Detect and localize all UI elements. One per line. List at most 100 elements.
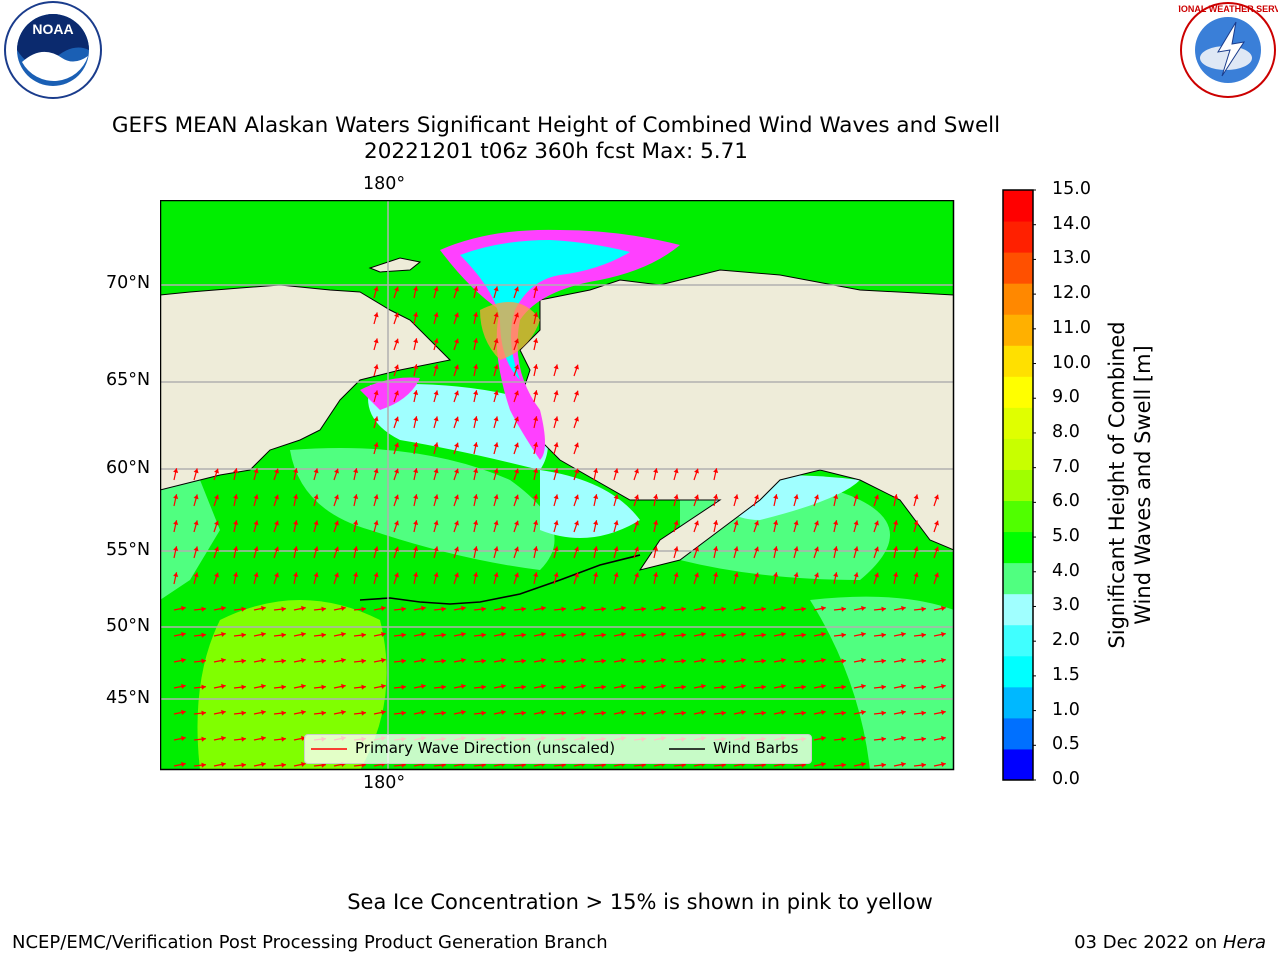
wave-arrow-head	[241, 658, 246, 664]
wave-arrow-head	[353, 468, 359, 474]
wave-arrow-head	[761, 606, 766, 612]
wave-arrow-head	[861, 631, 866, 637]
colorbar-tick-label: 5.0	[1052, 526, 1080, 547]
wave-arrow-head	[561, 684, 566, 690]
wave-arrow-head	[454, 494, 459, 500]
wave-arrow-head	[454, 312, 459, 318]
wave-arrow-head	[433, 312, 439, 318]
wave-arrow-head	[173, 520, 179, 526]
wave-arrow-head	[694, 520, 699, 526]
wave-arrow-head	[681, 710, 686, 716]
wave-arrow-head	[694, 494, 699, 500]
wave-arrow-head	[661, 631, 666, 637]
wave-arrow-head	[473, 364, 479, 370]
wave-arrow-head	[874, 494, 879, 500]
wave-arrow-head	[341, 709, 346, 715]
wave-arrow-head	[413, 286, 419, 292]
wave-arrow-head	[461, 683, 466, 689]
wave-arrow-head	[193, 494, 199, 500]
wave-arrow-head	[501, 709, 506, 715]
wave-arrow-head	[181, 657, 186, 663]
wave-arrow-head	[673, 468, 679, 474]
wave-arrow-head	[261, 683, 266, 689]
wave-arrow-head	[441, 710, 446, 716]
wave-arrow-head	[641, 632, 646, 638]
colorbar-swatch	[1003, 717, 1033, 750]
wave-arrow-head	[581, 709, 586, 715]
wave-arrow-head	[721, 710, 726, 716]
wave-arrow-head	[621, 709, 626, 715]
wave-arrow-head	[241, 710, 246, 716]
legend-wave-label: Primary Wave Direction (unscaled)	[355, 739, 616, 757]
wave-arrow-head	[353, 546, 359, 552]
colorbar-swatch	[1003, 252, 1033, 284]
wave-arrow-head	[934, 494, 939, 500]
footer-host: Hera	[1222, 932, 1266, 953]
wave-arrow-head	[553, 572, 559, 578]
wave-arrow-head	[761, 658, 766, 664]
wave-arrow-head	[793, 494, 799, 500]
colorbar-tick-label: 10.0	[1052, 352, 1091, 373]
wave-arrow-head	[901, 709, 906, 715]
wave-arrow-head	[541, 709, 546, 715]
wave-arrow-head	[394, 546, 399, 552]
wave-arrow-head	[281, 632, 286, 638]
wave-arrow-head	[293, 468, 299, 474]
wave-arrow-head	[334, 520, 339, 526]
wave-arrow-head	[541, 605, 546, 611]
wave-arrow-head	[201, 710, 206, 716]
wave-arrow-head	[493, 520, 499, 526]
wave-arrow-head	[394, 442, 399, 448]
wave-arrow-head	[934, 572, 939, 578]
wave-arrow-head	[473, 312, 479, 318]
wave-arrow-head	[221, 631, 226, 637]
wave-arrow-head	[821, 631, 826, 637]
wave-arrow-head	[601, 606, 606, 612]
wave-arrow-head	[413, 442, 419, 448]
wave-arrow-head	[261, 657, 266, 663]
wave-arrow-head	[893, 520, 899, 526]
wave-arrow-head	[421, 709, 426, 715]
wave-arrow-head	[541, 683, 546, 689]
wave-arrow-head	[821, 605, 826, 611]
lat-label-55n: 55°N	[106, 540, 151, 560]
land-wrangel-island	[368, 257, 422, 273]
wave-arrow-head	[853, 572, 859, 578]
wave-arrow-head	[861, 683, 866, 689]
nws-text: NATIONAL WEATHER SERVICE	[1178, 4, 1278, 14]
wave-arrow-head	[341, 683, 346, 689]
wave-arrow-head	[514, 494, 519, 500]
wave-arrow-head	[733, 572, 739, 578]
wave-arrow-head	[681, 632, 686, 638]
wave-arrow-head	[241, 762, 246, 768]
wave-arrow-head	[433, 468, 439, 474]
wave-arrow-head	[473, 286, 479, 292]
wave-arrow-head	[553, 494, 559, 500]
wave-arrow-head	[814, 546, 819, 552]
wave-arrow-head	[201, 762, 206, 768]
footer-branch: NCEP/EMC/Verification Post Processing Pr…	[12, 932, 608, 953]
wave-arrow-head	[373, 572, 379, 578]
wave-arrow-head	[641, 658, 646, 664]
wave-arrow-head	[814, 572, 819, 578]
wave-arrow-head	[521, 606, 526, 612]
wave-arrow-head	[181, 735, 186, 741]
wave-arrow-head	[233, 546, 239, 552]
colorbar-tick-label: 8.0	[1052, 421, 1080, 442]
wave-arrow-head	[574, 520, 579, 526]
wave-arrow-head	[761, 710, 766, 716]
wave-arrow-head	[413, 416, 419, 422]
wave-arrow-head	[313, 494, 319, 500]
wave-arrow-head	[881, 762, 886, 768]
wave-arrow-head	[274, 468, 279, 474]
wave-arrow-head	[913, 520, 919, 526]
wave-arrow-head	[701, 657, 706, 663]
wave-arrow-head	[421, 683, 426, 689]
wave-arrow-head	[321, 684, 326, 690]
wave-arrow-head	[673, 572, 679, 578]
wave-arrow-head	[493, 572, 499, 578]
wave-arrow-head	[593, 494, 599, 500]
wave-arrow-head	[713, 468, 719, 474]
wave-arrow-head	[201, 632, 206, 638]
wave-arrow-head	[293, 546, 299, 552]
